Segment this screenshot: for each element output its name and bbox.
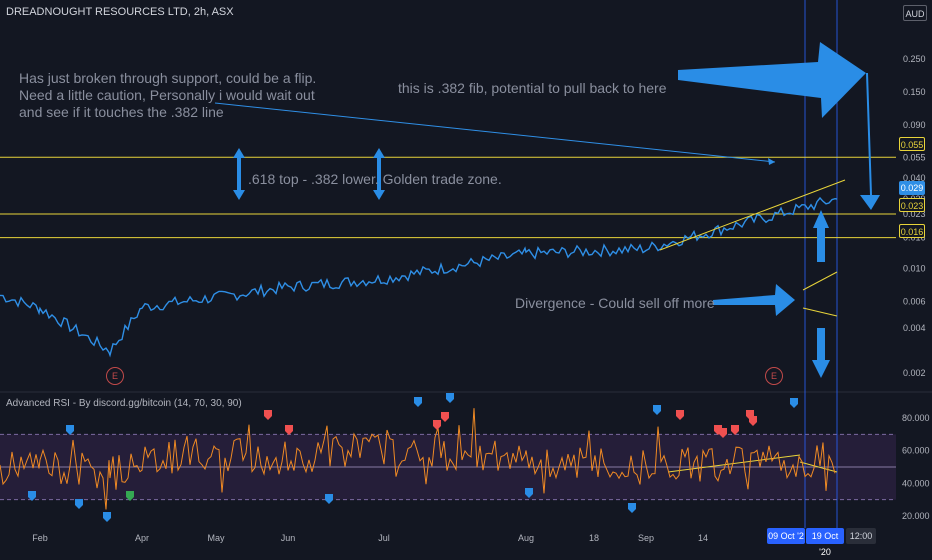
rsi-signal-marker (75, 499, 83, 509)
time-axis-label: Jul (378, 533, 390, 543)
price-badge-current: 0.029 (899, 181, 925, 195)
price-tick-label: 0.250 (903, 54, 926, 64)
rsi-signal-marker (446, 393, 454, 403)
price-tick-label: 0.055 (903, 152, 926, 162)
rsi-tick-label: 80.000 (902, 413, 930, 423)
rsi-indicator-label[interactable]: Advanced RSI - By discord.gg/bitcoin (14… (6, 398, 242, 409)
time-badge: 12:00 (846, 528, 876, 544)
support-note: Has just broken through support, could b… (19, 70, 317, 120)
date-badge-end: 19 Oct '20 (806, 528, 844, 557)
fib-note: this is .382 fib, potential to pull back… (398, 80, 667, 96)
rsi-overbought-marker (264, 410, 272, 420)
time-axis-label: Apr (135, 533, 149, 543)
rsi-signal-marker (653, 405, 661, 415)
price-tick-label: 0.002 (903, 368, 926, 378)
rsi-signal-marker (628, 503, 636, 513)
rsi-overbought-marker (676, 410, 684, 420)
divergence-note: Divergence - Could sell off more (515, 295, 715, 311)
rsi-tick-label: 40.000 (902, 478, 930, 488)
rsi-series-line (0, 408, 836, 510)
time-axis-label: Aug (518, 533, 534, 543)
down-arrow-lower (812, 328, 830, 378)
divergence-line-upper (802, 271, 838, 291)
price-tick-label: 0.090 (903, 120, 926, 130)
price-tick-label: 0.150 (903, 87, 926, 97)
rsi-overbought-marker (731, 425, 739, 435)
time-axis-label: Sep (638, 533, 654, 543)
price-series-line (0, 196, 838, 358)
price-tick-label: 0.010 (903, 263, 926, 273)
fib-arrow (678, 42, 866, 118)
date-badge-start: 09 Oct '2 (767, 528, 805, 544)
rsi-signal-marker (66, 425, 74, 435)
rsi-overbought-marker (441, 412, 449, 422)
earnings-marker[interactable]: E (765, 367, 783, 385)
time-axis-label: 14 (698, 533, 708, 543)
divergence-arrow (713, 284, 795, 316)
golden-zone-note: .618 top - .382 lower. Golden trade zone… (248, 171, 502, 187)
up-arrow (813, 210, 829, 262)
chart-title: DREADNOUGHT RESOURCES LTD, 2h, ASX (6, 6, 234, 18)
price-badge-023: 0.023 (899, 198, 925, 212)
rsi-signal-marker (126, 491, 134, 501)
time-axis-label: May (207, 533, 225, 543)
zone-arrow-left (233, 148, 245, 200)
zone-arrow-right (373, 148, 385, 200)
rsi-signal-marker (103, 512, 111, 522)
time-axis-label: Jun (281, 533, 296, 543)
rsi-signal-marker (525, 488, 533, 498)
price-tick-label: 0.006 (903, 296, 926, 306)
price-tick-label: 0.040 (903, 173, 926, 183)
time-axis-label: Feb (32, 533, 48, 543)
rsi-tick-label: 60.000 (902, 446, 930, 456)
rsi-tick-label: 20.000 (902, 511, 930, 521)
price-trendline (659, 179, 846, 251)
rsi-overbought-marker (719, 428, 727, 438)
rsi-overbought-marker (433, 420, 441, 430)
down-arrow (860, 73, 880, 210)
price-badge-016: 0.016 (899, 224, 925, 238)
currency-button[interactable]: AUD (903, 5, 927, 21)
pointer-line (214, 102, 776, 163)
rsi-overbought-marker (285, 425, 293, 435)
price-tick-label: 0.023 (903, 209, 926, 219)
price-badge-055: 0.055 (899, 137, 925, 151)
divergence-line-lower (802, 307, 838, 317)
rsi-trendline (799, 461, 838, 473)
earnings-marker[interactable]: E (106, 367, 124, 385)
rsi-overbought-marker (749, 416, 757, 426)
time-axis-label: 18 (589, 533, 599, 543)
rsi-signal-marker (790, 398, 798, 408)
rsi-signal-marker (414, 397, 422, 407)
rsi-signal-marker (28, 491, 36, 501)
price-tick-label: 0.004 (903, 323, 926, 333)
pointer-arrowhead (768, 158, 775, 165)
rsi-signal-marker (325, 494, 333, 504)
